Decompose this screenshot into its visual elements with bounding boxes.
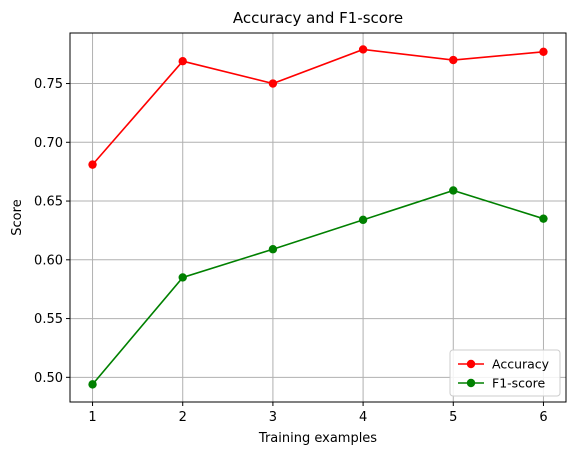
x-tick-label: 2 [179, 410, 187, 425]
series-layer [88, 45, 548, 389]
y-axis-label: Score [10, 199, 25, 235]
tick-layer: 1 2 3 4 5 6 0.50 0.55 0.60 0.65 0.70 0.75 [34, 77, 548, 425]
y-tick-label: 0.65 [34, 195, 63, 210]
data-point [358, 215, 368, 225]
legend-box [449, 349, 561, 397]
data-point [539, 214, 548, 223]
data-point [178, 273, 187, 282]
plot-frame [69, 32, 567, 403]
y-tick-label: 0.75 [34, 77, 63, 92]
x-tick-label: 4 [359, 410, 367, 425]
data-point [178, 57, 187, 66]
x-tick-label: 5 [449, 410, 457, 425]
data-point [449, 186, 458, 195]
chart-title: Accuracy and F1-score [233, 9, 403, 27]
data-point [449, 55, 458, 65]
legend: Accuracy F1-score [449, 349, 561, 397]
series-line-1 [91, 189, 544, 385]
legend-swatch-marker [466, 359, 476, 369]
y-tick-label: 0.60 [34, 253, 63, 268]
y-tick-label: 0.50 [34, 371, 63, 386]
data-point [539, 47, 548, 57]
x-axis-label: Training examples [258, 431, 377, 446]
y-tick-label: 0.70 [34, 136, 63, 151]
x-tick-label: 1 [88, 410, 96, 425]
legend-swatch-marker [466, 378, 476, 388]
data-point [268, 245, 278, 254]
y-tick-label: 0.55 [34, 312, 63, 327]
data-point [88, 380, 97, 389]
x-tick-label: 6 [539, 410, 547, 425]
series-line-0 [91, 48, 544, 166]
data-point [88, 160, 97, 169]
data-point [268, 79, 278, 88]
data-point [358, 45, 368, 54]
legend-label: F1-score [492, 376, 546, 391]
x-tick-label: 3 [269, 410, 277, 425]
legend-label: Accuracy [492, 357, 550, 372]
grid [70, 33, 566, 402]
